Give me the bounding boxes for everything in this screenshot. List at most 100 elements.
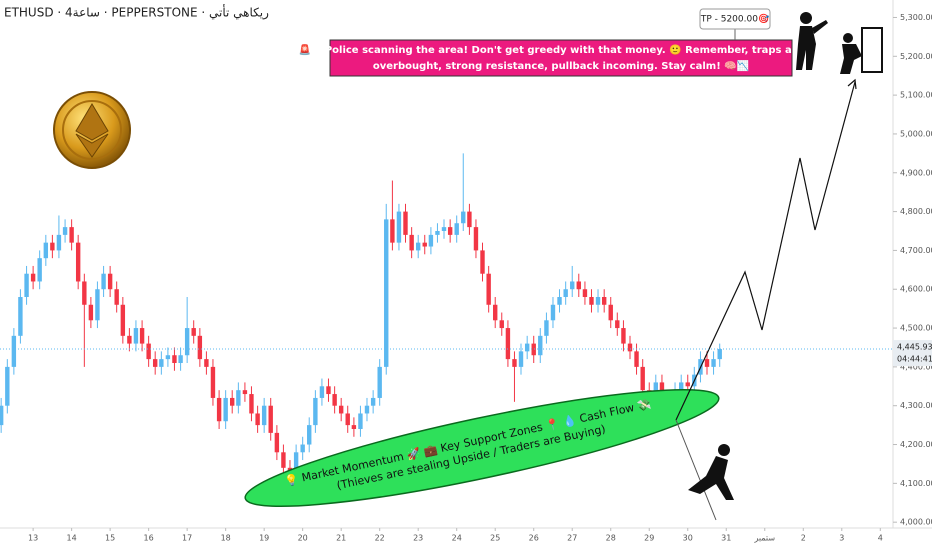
rope	[675, 419, 717, 521]
candle-body	[204, 359, 209, 367]
x-tick-label: 23	[413, 534, 423, 543]
x-tick-label: 22	[375, 534, 385, 543]
candle-body	[11, 335, 17, 367]
candle-body	[505, 328, 511, 360]
candle-body	[133, 328, 139, 344]
projection-path	[675, 81, 856, 421]
candle-body	[274, 432, 280, 453]
candle-body	[480, 250, 485, 274]
candle-body	[615, 320, 620, 329]
candle-body	[595, 297, 601, 305]
x-tick-label: 15	[105, 534, 115, 543]
candle-body	[679, 382, 684, 391]
candle-body	[454, 223, 459, 235]
candle-body	[230, 397, 235, 406]
candle-body	[139, 328, 145, 344]
y-tick-label: 4,200.00	[900, 440, 932, 449]
y-tick-label: 4,900.00	[900, 168, 932, 177]
candle-body	[261, 405, 267, 426]
x-tick-label: 31	[721, 534, 731, 543]
eth-coin	[53, 91, 131, 169]
candle-body	[268, 405, 273, 433]
candle-body	[319, 386, 325, 398]
candle-body	[178, 355, 183, 363]
candle-body	[216, 397, 222, 422]
candle-body	[473, 227, 479, 251]
candle-body	[538, 335, 543, 356]
candle-body	[428, 234, 434, 247]
x-tick-label: 30	[683, 534, 693, 543]
x-tick-label: 20	[298, 534, 308, 543]
candle-body	[332, 394, 337, 406]
last-price-box	[893, 340, 932, 367]
candle-body	[384, 219, 389, 367]
x-tick-label: 17	[182, 534, 192, 543]
candle-body	[69, 227, 74, 243]
candle-body	[435, 231, 440, 235]
x-tick-label: 4	[878, 534, 883, 543]
candle-body	[0, 405, 4, 426]
candle-body	[608, 304, 613, 321]
candle-body	[711, 359, 716, 367]
x-tick-label: 29	[644, 534, 654, 543]
candle-body	[172, 355, 177, 363]
candle-body	[191, 328, 196, 336]
candle-body	[223, 397, 228, 422]
x-tick-label: 13	[28, 534, 38, 543]
x-tick-label: ستمبر	[753, 534, 775, 543]
y-tick-label: 4,700.00	[900, 246, 932, 255]
candle-body	[75, 242, 81, 282]
x-tick-label: 26	[529, 534, 539, 543]
x-tick-label: 14	[67, 534, 77, 543]
candle-body	[524, 343, 530, 352]
candle-body	[621, 328, 626, 344]
y-tick-label: 5,200.00	[900, 52, 932, 61]
candle-body	[236, 390, 241, 406]
candle-body	[307, 425, 312, 445]
candle-body	[634, 351, 639, 367]
candle-body	[601, 297, 607, 305]
candle-body	[493, 304, 498, 321]
candle-body	[281, 452, 286, 468]
candle-body	[120, 304, 126, 336]
candle-body	[345, 413, 350, 426]
candle-body	[422, 242, 427, 247]
candle-body	[184, 328, 190, 356]
candle-body	[704, 359, 710, 367]
x-tick-label: 19	[259, 534, 269, 543]
candle-body	[582, 289, 588, 297]
candle-body	[576, 281, 581, 290]
candle-body	[627, 343, 633, 352]
candle-body	[30, 273, 36, 282]
candle-body	[563, 289, 568, 297]
silhouettes	[688, 12, 883, 500]
x-tick-label: 24	[452, 534, 462, 543]
candle-body	[127, 335, 132, 344]
candle-body	[461, 211, 466, 224]
candle-body	[390, 219, 395, 243]
banner-text: 🚨😎 Police scanning the area! Don't get g…	[298, 43, 823, 56]
countdown: 04:44:41	[897, 355, 932, 364]
tp-box	[699, 8, 771, 30]
y-tick-label: 5,100.00	[900, 91, 932, 100]
candle-body	[114, 289, 119, 305]
last-price-label: 4,445.93	[897, 343, 932, 352]
candle-body	[107, 273, 113, 290]
candle-body	[557, 297, 562, 305]
candle-body	[95, 289, 100, 321]
candle-body	[370, 397, 376, 406]
candle-body	[18, 297, 23, 336]
candle-body	[441, 227, 447, 231]
y-tick-label: 4,800.00	[900, 207, 932, 216]
candle-body	[88, 304, 94, 321]
candle-body	[5, 366, 10, 406]
candle-body	[685, 382, 690, 387]
candle-body	[56, 234, 62, 251]
candle-body	[37, 258, 42, 282]
y-tick-label: 4,300.00	[900, 401, 932, 410]
candle-body	[101, 273, 106, 290]
candle-body	[358, 413, 363, 429]
candle-body	[377, 366, 382, 398]
support-zone	[244, 389, 720, 507]
